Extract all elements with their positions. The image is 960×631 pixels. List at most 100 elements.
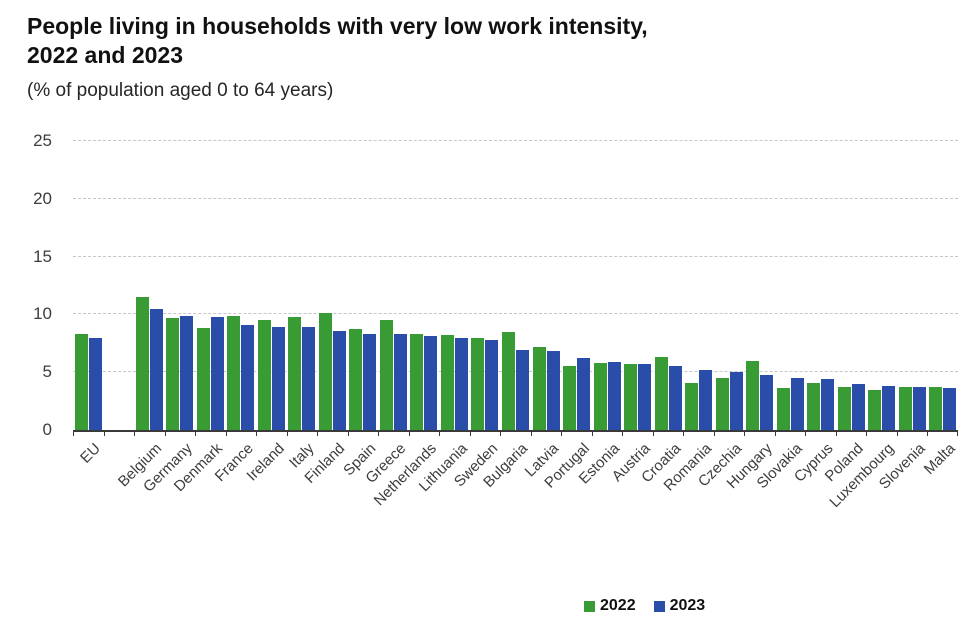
x-axis-tick (500, 431, 502, 436)
x-label-malta: Malta (920, 440, 959, 478)
bar-group-malta (927, 100, 958, 430)
y-tick-label-25: 25 (33, 131, 52, 150)
bar-2022-france (227, 315, 241, 430)
bar-group-italy (287, 100, 318, 430)
bar-2022-lithuania (440, 335, 454, 430)
bar-2022-slovenia (898, 387, 912, 430)
bar-group-estonia (592, 100, 623, 430)
bar-2022-sweden (471, 337, 485, 430)
bar-2022-slovakia (776, 388, 790, 430)
bar-2023-portugal (577, 358, 591, 430)
x-axis-tick (256, 431, 258, 436)
bar-group-cyprus (805, 100, 836, 430)
legend: 2022 2023 (584, 597, 705, 615)
bar-2023-eu (88, 337, 102, 430)
bar-2023-luxembourg (882, 386, 896, 430)
x-axis-tick (439, 431, 441, 436)
x-axis-tick (561, 431, 563, 436)
x-axis-tick (134, 431, 136, 436)
x-axis-tick (317, 431, 319, 436)
gridline-10 (73, 313, 958, 315)
bar-2023-sweden (485, 339, 499, 430)
bar-2022-finland (318, 313, 332, 430)
x-axis-tick (530, 431, 532, 436)
bar-group-poland (836, 100, 867, 430)
bar-group-lithuania (439, 100, 470, 430)
bar-2023-slovenia (912, 387, 926, 430)
bar-2022-romania (685, 382, 699, 430)
bar-2022-netherlands (410, 334, 424, 430)
bar-2022-hungary (746, 360, 760, 430)
bar-2023-spain (363, 334, 377, 430)
x-axis-tick (591, 431, 593, 436)
x-axis-tick (103, 431, 105, 436)
bar-2023-poland (851, 383, 865, 430)
bar-group-austria (622, 100, 653, 430)
bar-2023-netherlands (424, 336, 438, 430)
y-tick-label-5: 5 (42, 362, 52, 382)
chart-title-line1: People living in households with very lo… (27, 13, 648, 39)
bar-group-france (226, 100, 257, 430)
bar-2022-belgium (135, 297, 149, 430)
legend-label-2022: 2022 (600, 597, 636, 614)
bar-group-slovakia (775, 100, 806, 430)
gridline-25 (73, 140, 958, 141)
legend-item-2023: 2023 (653, 597, 706, 615)
bar-2022-latvia (532, 346, 546, 430)
chart-subtitle: (% of population aged 0 to 64 years) (27, 80, 334, 101)
bar-group-germany (165, 100, 196, 430)
x-axis-tick (896, 431, 898, 436)
bar-group-sweden (470, 100, 501, 430)
bar-2022-bulgaria (501, 331, 515, 430)
bar-group-romania (683, 100, 714, 430)
bar-2023-czechia (729, 372, 743, 430)
x-axis-tick (378, 431, 380, 436)
x-axis-line (73, 430, 958, 432)
bar-group-greece (378, 100, 409, 430)
x-axis-tick (622, 431, 624, 436)
legend-label-2023: 2023 (669, 597, 706, 614)
legend-swatch-2023 (653, 600, 665, 612)
bar-group-spain (348, 100, 379, 430)
x-axis-tick (73, 431, 74, 436)
bar-group-belgium (134, 100, 165, 430)
bar-group-eu (73, 100, 104, 430)
gridline-5 (73, 371, 958, 373)
bar-2023-slovakia (790, 377, 804, 430)
bar-2023-greece (393, 334, 407, 430)
x-axis-tick (713, 431, 715, 436)
bar-2023-ireland (271, 327, 285, 430)
bar-2023-latvia (546, 351, 560, 430)
bar-2023-estonia (607, 361, 621, 430)
bar-2022-cyprus (807, 382, 821, 430)
bar-2022-estonia (593, 362, 607, 430)
chart-title: People living in households with very lo… (27, 12, 887, 70)
x-axis-tick (652, 431, 654, 436)
x-axis-tick (957, 431, 958, 436)
bar-group-luxembourg (866, 100, 897, 430)
bar-group-czechia (714, 100, 745, 430)
bar-group-portugal (561, 100, 592, 430)
bar-group-slovenia (897, 100, 928, 430)
bar-2023-malta (943, 388, 957, 430)
bar-2022-czechia (715, 377, 729, 430)
x-axis-tick (835, 431, 837, 436)
bar-group-latvia (531, 100, 562, 430)
bar-2023-bulgaria (515, 350, 529, 430)
x-label-eu: EU (77, 440, 105, 467)
bar-2023-denmark (210, 316, 224, 430)
bar-2022-eu (74, 334, 88, 430)
bar-group-bulgaria (500, 100, 531, 430)
bar-group-denmark (195, 100, 226, 430)
x-axis-tick (286, 431, 288, 436)
y-tick-label-0: 0 (42, 420, 52, 439)
bar-2022-italy (288, 316, 302, 430)
x-axis-tick (774, 431, 776, 436)
bar-2022-luxembourg (868, 389, 882, 430)
gridline-20 (73, 197, 958, 199)
bar-2022-croatia (654, 357, 668, 430)
x-axis-tick (866, 431, 868, 436)
y-tick-label-20: 20 (33, 188, 52, 208)
plot-area (73, 100, 958, 436)
bar-group-ireland (256, 100, 287, 430)
